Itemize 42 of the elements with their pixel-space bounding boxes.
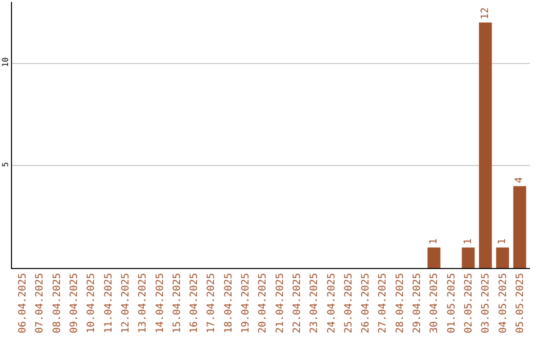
x-tick-label: 17.04.2025: [206, 273, 218, 334]
bar: [496, 248, 509, 268]
data-label: 1: [462, 238, 474, 245]
y-tick-label: 5: [0, 162, 10, 167]
x-tick-label: 06.04.2025: [18, 273, 29, 334]
data-label: 12: [480, 7, 491, 20]
x-tick-label: 02.05.2025: [464, 273, 474, 334]
x-tick-label: 12.04.2025: [120, 273, 132, 334]
x-tick-label: 08.04.2025: [52, 273, 63, 334]
x-tick-label: 04.05.2025: [498, 273, 509, 334]
x-tick-label: 11.04.2025: [103, 273, 114, 334]
x-tick-label: 10.04.2025: [86, 273, 98, 334]
data-label: 4: [514, 177, 526, 184]
x-tick-label: 07.04.2025: [34, 273, 46, 334]
x-tick-label: 03.05.2025: [480, 273, 492, 334]
x-tick-label: 28.04.2025: [394, 273, 406, 334]
x-tick-label: 09.04.2025: [69, 273, 80, 334]
y-tick-label: 10: [0, 57, 10, 67]
x-tick-label: 21.04.2025: [274, 273, 286, 334]
data-label: 1: [497, 238, 508, 245]
x-tick-label: 05.05.2025: [514, 273, 526, 334]
x-tick-label: 19.04.2025: [240, 273, 252, 334]
bar: [428, 248, 440, 268]
x-tick-label: 01.05.2025: [446, 273, 458, 334]
bar: [513, 186, 526, 268]
x-tick-label: 23.04.2025: [309, 273, 320, 334]
x-tick-label: 22.04.2025: [292, 273, 303, 334]
x-tick-label: 18.04.2025: [223, 273, 234, 334]
bar: [478, 22, 492, 268]
x-tick-label: 13.04.2025: [138, 273, 149, 334]
x-tick-label: 14.04.2025: [154, 273, 166, 334]
x-tick-label: 26.04.2025: [360, 273, 372, 334]
x-tick-label: 16.04.2025: [189, 273, 200, 334]
data-label: 1: [428, 238, 440, 245]
x-tick-label: 25.04.2025: [343, 273, 354, 334]
x-tick-label: 24.04.2025: [326, 273, 338, 334]
x-tick-label: 29.04.2025: [412, 273, 424, 334]
x-tick-label: 15.04.2025: [172, 273, 183, 334]
x-tick-label: 27.04.2025: [378, 273, 389, 334]
x-tick-label: 30.04.2025: [429, 273, 440, 334]
x-tick-label: 20.04.2025: [258, 273, 269, 334]
bar: [462, 248, 475, 268]
